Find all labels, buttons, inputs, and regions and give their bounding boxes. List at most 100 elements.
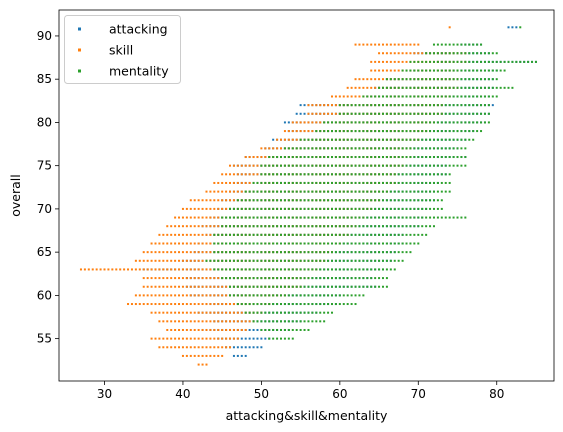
data-point [389,69,392,72]
data-point [189,268,192,271]
data-point [374,251,377,254]
data-point [366,199,369,202]
data-point [178,285,181,288]
data-point [401,130,404,133]
data-point [162,251,165,254]
data-point [268,277,271,280]
data-point [409,60,412,63]
data-point [276,225,279,228]
data-point [421,95,424,98]
data-point [397,112,400,115]
data-point [519,60,522,63]
data-point [409,43,412,46]
data-point [448,130,451,133]
data-point [201,303,204,306]
data-point [181,251,184,254]
data-point [468,130,471,133]
data-point [260,147,263,150]
data-point [260,190,263,193]
data-point [295,268,298,271]
data-point [472,60,475,63]
data-point [401,138,404,141]
data-point [236,320,239,323]
data-point [362,242,365,245]
data-point [240,320,243,323]
data-point [170,268,173,271]
data-point [264,251,267,254]
data-point [378,181,381,184]
data-point [338,181,341,184]
data-point [79,268,82,271]
data-point [162,242,165,245]
data-point [487,52,490,55]
data-point [134,303,137,306]
data-point [389,112,392,115]
data-point [483,121,486,124]
data-point [146,259,149,262]
data-point [303,156,306,159]
data-point [209,199,212,202]
data-point [283,303,286,306]
data-point [244,259,247,262]
data-point [280,320,282,323]
data-point [370,233,373,236]
data-point [311,207,314,210]
data-point [389,121,392,124]
data-point [248,199,251,202]
data-point [405,121,408,124]
data-point [417,242,420,245]
x-tick-label: 80 [489,387,504,401]
data-point [99,268,102,271]
data-point [413,95,416,98]
data-point [127,303,130,306]
data-point [291,207,294,210]
data-point [205,285,208,288]
data-point [346,173,349,176]
data-point [389,199,392,202]
data-point [381,95,384,98]
data-point [425,199,428,202]
data-point [91,268,94,271]
data-point [440,138,443,141]
data-point [287,181,290,184]
data-point [401,190,404,193]
data-point [338,242,341,245]
data-point [440,156,443,159]
data-point [338,112,341,115]
data-point [413,121,416,124]
data-point [374,285,377,288]
data-point [268,320,271,323]
data-point [236,216,239,219]
data-point [472,78,475,81]
data-point [178,259,181,262]
data-point [342,294,345,297]
data-point [366,43,369,46]
data-point [464,60,467,63]
data-point [319,285,322,288]
data-point [209,346,212,349]
data-point [287,328,290,331]
data-point [350,242,353,245]
data-point [295,242,298,245]
data-point [472,95,475,98]
series-mentality [205,26,537,340]
data-point [150,251,153,254]
data-point [221,207,224,210]
data-point [417,86,420,89]
data-point [291,181,294,184]
data-point [291,285,294,288]
data-point [381,251,384,254]
data-point [217,251,220,254]
data-point [468,78,471,81]
data-point [283,268,286,271]
data-point [460,52,463,55]
data-point [342,95,345,98]
data-point [283,147,286,150]
data-point [303,277,306,280]
data-point [381,207,384,210]
data-point [240,328,243,331]
data-point [264,320,267,323]
data-point [354,207,357,210]
data-point [174,320,177,323]
data-point [252,320,255,323]
